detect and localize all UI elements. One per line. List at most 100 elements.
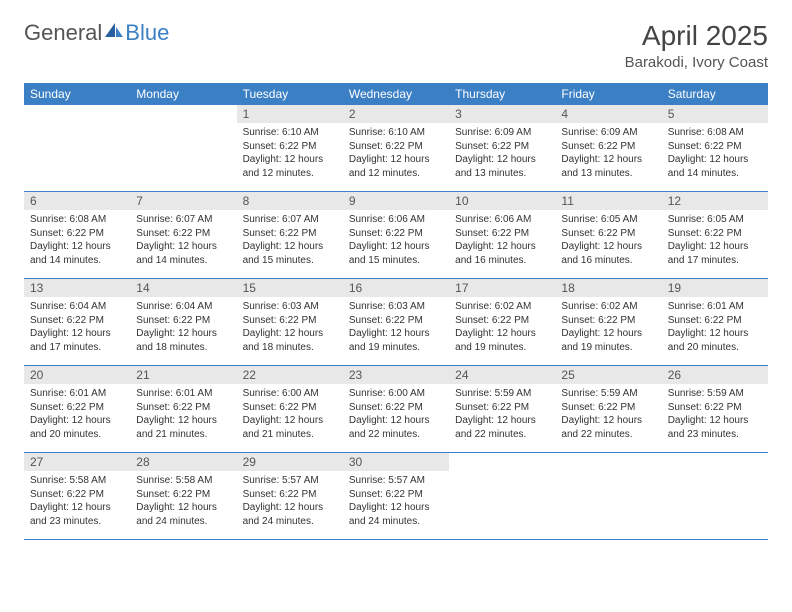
day-content: Sunrise: 6:05 AMSunset: 6:22 PMDaylight:… xyxy=(555,210,661,270)
sunset-text: Sunset: 6:22 PM xyxy=(668,227,762,241)
day-content: Sunrise: 6:04 AMSunset: 6:22 PMDaylight:… xyxy=(130,297,236,357)
day-cell xyxy=(24,105,130,191)
sunrise-text: Sunrise: 6:06 AM xyxy=(349,213,443,227)
sunrise-text: Sunrise: 6:01 AM xyxy=(668,300,762,314)
day-number: 25 xyxy=(555,366,661,384)
logo-text-1: General xyxy=(24,20,102,46)
day-cell: 19Sunrise: 6:01 AMSunset: 6:22 PMDayligh… xyxy=(662,279,768,365)
logo: General Blue xyxy=(24,20,169,46)
daylight-text: Daylight: 12 hours and 19 minutes. xyxy=(561,327,655,354)
day-cell: 29Sunrise: 5:57 AMSunset: 6:22 PMDayligh… xyxy=(237,453,343,539)
day-cell: 3Sunrise: 6:09 AMSunset: 6:22 PMDaylight… xyxy=(449,105,555,191)
day-content: Sunrise: 6:02 AMSunset: 6:22 PMDaylight:… xyxy=(555,297,661,357)
day-cell: 30Sunrise: 5:57 AMSunset: 6:22 PMDayligh… xyxy=(343,453,449,539)
day-number: 15 xyxy=(237,279,343,297)
sunset-text: Sunset: 6:22 PM xyxy=(561,140,655,154)
day-cell: 28Sunrise: 5:58 AMSunset: 6:22 PMDayligh… xyxy=(130,453,236,539)
sunrise-text: Sunrise: 5:57 AM xyxy=(243,474,337,488)
day-content: Sunrise: 5:57 AMSunset: 6:22 PMDaylight:… xyxy=(343,471,449,531)
sunset-text: Sunset: 6:22 PM xyxy=(243,488,337,502)
sunrise-text: Sunrise: 6:08 AM xyxy=(30,213,124,227)
daylight-text: Daylight: 12 hours and 17 minutes. xyxy=(668,240,762,267)
sunrise-text: Sunrise: 6:02 AM xyxy=(561,300,655,314)
day-number: 19 xyxy=(662,279,768,297)
day-content: Sunrise: 6:00 AMSunset: 6:22 PMDaylight:… xyxy=(237,384,343,444)
day-cell: 24 Sunrise: 5:59 AMSunset: 6:22 PMDayligh… xyxy=(449,366,555,452)
daylight-text: Daylight: 12 hours and 12 minutes. xyxy=(243,153,337,180)
day-cell: 21Sunrise: 6:01 AMSunset: 6:22 PMDayligh… xyxy=(130,366,236,452)
daylight-text: Daylight: 12 hours and 19 minutes. xyxy=(349,327,443,354)
sunrise-text: Sunrise: 6:04 AM xyxy=(30,300,124,314)
day-cell: 27Sunrise: 5:58 AMSunset: 6:22 PMDayligh… xyxy=(24,453,130,539)
title-block: April 2025 Barakodi, Ivory Coast xyxy=(625,20,768,71)
day-cell xyxy=(449,453,555,539)
sunrise-text: Sunrise: 5:57 AM xyxy=(349,474,443,488)
sunset-text: Sunset: 6:22 PM xyxy=(561,227,655,241)
sunset-text: Sunset: 6:22 PM xyxy=(561,314,655,328)
daylight-text: Daylight: 12 hours and 14 minutes. xyxy=(136,240,230,267)
sunrise-text: Sunrise: 6:10 AM xyxy=(243,126,337,140)
daylight-text: Daylight: 12 hours and 13 minutes. xyxy=(455,153,549,180)
sunset-text: Sunset: 6:22 PM xyxy=(455,140,549,154)
day-content: Sunrise: 6:01 AMSunset: 6:22 PMDaylight:… xyxy=(24,384,130,444)
day-cell: 7Sunrise: 6:07 AMSunset: 6:22 PMDaylight… xyxy=(130,192,236,278)
day-content: Sunrise: 6:01 AMSunset: 6:22 PMDaylight:… xyxy=(130,384,236,444)
sunrise-text: Sunrise: 6:00 AM xyxy=(243,387,337,401)
daylight-text: Daylight: 12 hours and 22 minutes. xyxy=(349,414,443,441)
sunset-text: Sunset: 6:22 PM xyxy=(136,401,230,415)
sunset-text: Sunset: 6:22 PM xyxy=(136,227,230,241)
day-cell: 6Sunrise: 6:08 AMSunset: 6:22 PMDaylight… xyxy=(24,192,130,278)
day-content: Sunrise: 6:09 AMSunset: 6:22 PMDaylight:… xyxy=(555,123,661,183)
sunrise-text: Sunrise: 6:01 AM xyxy=(30,387,124,401)
day-number: 22 xyxy=(237,366,343,384)
sunset-text: Sunset: 6:22 PM xyxy=(243,227,337,241)
day-number: 21 xyxy=(130,366,236,384)
day-cell xyxy=(662,453,768,539)
day-number: 24 xyxy=(449,366,555,384)
daylight-text: Daylight: 12 hours and 24 minutes. xyxy=(243,501,337,528)
day-content: Sunrise: 6:03 AMSunset: 6:22 PMDaylight:… xyxy=(343,297,449,357)
day-cell: 10Sunrise: 6:06 AMSunset: 6:22 PMDayligh… xyxy=(449,192,555,278)
sunset-text: Sunset: 6:22 PM xyxy=(349,140,443,154)
week-row: 20Sunrise: 6:01 AMSunset: 6:22 PMDayligh… xyxy=(24,366,768,453)
day-cell: 11Sunrise: 6:05 AMSunset: 6:22 PMDayligh… xyxy=(555,192,661,278)
sunset-text: Sunset: 6:22 PM xyxy=(455,401,549,415)
logo-sail-icon xyxy=(105,23,123,37)
day-content: Sunrise: 6:08 AMSunset: 6:22 PMDaylight:… xyxy=(24,210,130,270)
day-cell: 9Sunrise: 6:06 AMSunset: 6:22 PMDaylight… xyxy=(343,192,449,278)
sunrise-text: Sunrise: 5:58 AM xyxy=(30,474,124,488)
daylight-text: Daylight: 12 hours and 22 minutes. xyxy=(455,414,549,441)
day-cell: 23Sunrise: 6:00 AMSunset: 6:22 PMDayligh… xyxy=(343,366,449,452)
daylight-text: Daylight: 12 hours and 24 minutes. xyxy=(136,501,230,528)
day-content: Sunrise: 5:57 AMSunset: 6:22 PMDaylight:… xyxy=(237,471,343,531)
day-cell: 20Sunrise: 6:01 AMSunset: 6:22 PMDayligh… xyxy=(24,366,130,452)
day-content: Sunrise: 6:06 AMSunset: 6:22 PMDaylight:… xyxy=(449,210,555,270)
sunrise-text: Sunrise: 6:03 AM xyxy=(243,300,337,314)
day-number: 7 xyxy=(130,192,236,210)
day-content: Sunrise: 6:03 AMSunset: 6:22 PMDaylight:… xyxy=(237,297,343,357)
day-number: 14 xyxy=(130,279,236,297)
sunset-text: Sunset: 6:22 PM xyxy=(349,314,443,328)
day-number: 9 xyxy=(343,192,449,210)
day-number: 6 xyxy=(24,192,130,210)
day-number: 20 xyxy=(24,366,130,384)
sunrise-text: Sunrise: 5:59 AM xyxy=(455,387,549,401)
day-number xyxy=(24,105,130,109)
day-content: Sunrise: 6:09 AMSunset: 6:22 PMDaylight:… xyxy=(449,123,555,183)
sunrise-text: Sunrise: 5:59 AM xyxy=(561,387,655,401)
day-number xyxy=(130,105,236,109)
day-number xyxy=(555,453,661,457)
day-cell: 15Sunrise: 6:03 AMSunset: 6:22 PMDayligh… xyxy=(237,279,343,365)
day-content: Sunrise: 6:07 AMSunset: 6:22 PMDaylight:… xyxy=(130,210,236,270)
day-number: 27 xyxy=(24,453,130,471)
day-header-row: SundayMondayTuesdayWednesdayThursdayFrid… xyxy=(24,83,768,105)
day-content: Sunrise: 5:58 AMSunset: 6:22 PMDaylight:… xyxy=(24,471,130,531)
sunset-text: Sunset: 6:22 PM xyxy=(30,227,124,241)
sunset-text: Sunset: 6:22 PM xyxy=(668,314,762,328)
day-number: 5 xyxy=(662,105,768,123)
day-cell xyxy=(130,105,236,191)
day-cell: 14Sunrise: 6:04 AMSunset: 6:22 PMDayligh… xyxy=(130,279,236,365)
day-cell: 12Sunrise: 6:05 AMSunset: 6:22 PMDayligh… xyxy=(662,192,768,278)
daylight-text: Daylight: 12 hours and 16 minutes. xyxy=(455,240,549,267)
sunrise-text: Sunrise: 5:58 AM xyxy=(136,474,230,488)
